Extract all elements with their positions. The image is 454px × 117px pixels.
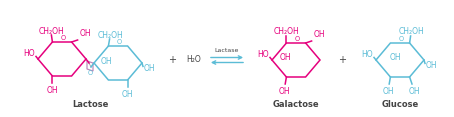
Text: OH: OH: [47, 86, 58, 95]
Text: OH: OH: [144, 64, 156, 73]
Text: O: O: [88, 70, 93, 76]
Text: HO: HO: [361, 50, 373, 59]
Text: Lactose: Lactose: [72, 100, 108, 109]
Text: HO: HO: [257, 50, 269, 59]
Text: OH: OH: [314, 30, 326, 39]
Text: Lactase: Lactase: [215, 48, 239, 53]
Text: CH₂OH: CH₂OH: [98, 31, 123, 40]
Text: O: O: [61, 35, 66, 41]
Text: +: +: [338, 55, 346, 65]
Text: Galactose: Galactose: [273, 100, 319, 109]
Text: O: O: [117, 39, 122, 45]
Text: CH₂OH: CH₂OH: [399, 27, 424, 37]
Text: OH: OH: [382, 87, 394, 96]
Text: O: O: [295, 36, 300, 42]
Text: OH: OH: [426, 61, 438, 70]
Text: OH: OH: [80, 29, 92, 38]
Text: OH: OH: [390, 53, 401, 62]
Text: H₂O: H₂O: [186, 55, 201, 64]
Text: OH: OH: [122, 90, 133, 99]
Text: O: O: [399, 36, 404, 42]
Text: OH: OH: [278, 87, 290, 96]
Text: OH: OH: [409, 87, 420, 96]
Text: +: +: [168, 55, 176, 65]
Text: HO: HO: [23, 49, 35, 58]
Text: OH: OH: [279, 53, 291, 62]
Text: CH₂OH: CH₂OH: [39, 26, 64, 35]
Text: CH₂OH: CH₂OH: [273, 27, 299, 37]
Text: OH: OH: [100, 57, 112, 66]
Text: Glucose: Glucose: [381, 100, 419, 109]
